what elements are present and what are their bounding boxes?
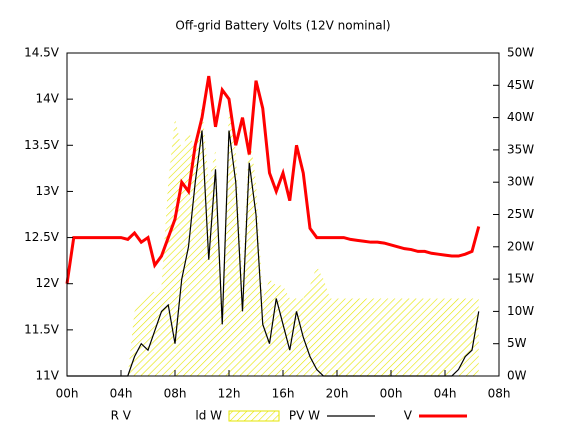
y2-tick-label: 10W [507, 304, 534, 318]
y2-tick-label: 35W [507, 142, 534, 156]
y-tick-label: 13V [36, 184, 60, 198]
x-tick-label: 20h [326, 387, 349, 401]
y2-tick-label: 50W [507, 46, 534, 60]
area [67, 104, 479, 377]
y-tick-label: 12.5V [24, 230, 60, 244]
y2-tick-label: 40W [507, 110, 534, 124]
chart-title: Off-grid Battery Volts (12V nominal) [175, 19, 390, 33]
x-tick-label: 08h [164, 387, 187, 401]
y2-tick-label: 0W [507, 369, 527, 383]
x-tick-label: 04h [434, 387, 457, 401]
x-tick-label: 00h [380, 387, 403, 401]
line [65, 75, 481, 284]
legend-label: ld W [195, 409, 222, 423]
y-tick-label: 13.5V [24, 138, 60, 152]
y2-tick-label: 15W [507, 272, 534, 286]
y2-tick-label: 30W [507, 175, 534, 189]
y2-tick-label: 45W [507, 78, 534, 92]
y2-tick-label: 5W [507, 336, 527, 350]
y-tick-label: 11V [36, 369, 60, 383]
y-tick-label: 11.5V [24, 322, 60, 336]
x-tick-label: 16h [272, 387, 295, 401]
y-tick-label: 12V [36, 276, 60, 290]
legend-label: PV W [289, 409, 320, 423]
x-tick-label: 12h [218, 387, 241, 401]
y2-tick-label: 20W [507, 239, 534, 253]
plot-area [65, 75, 481, 377]
x-tick-label: 00h [56, 387, 79, 401]
x-tick-label: 08h [488, 387, 511, 401]
y2-tick-label: 25W [507, 207, 534, 221]
y-tick-label: 14V [36, 92, 60, 106]
legend-label: V [404, 409, 413, 423]
legend-swatch [228, 410, 280, 422]
legend-label: R V [111, 409, 132, 423]
y-tick-label: 14.5V [24, 46, 60, 60]
x-tick-label: 04h [110, 387, 133, 401]
